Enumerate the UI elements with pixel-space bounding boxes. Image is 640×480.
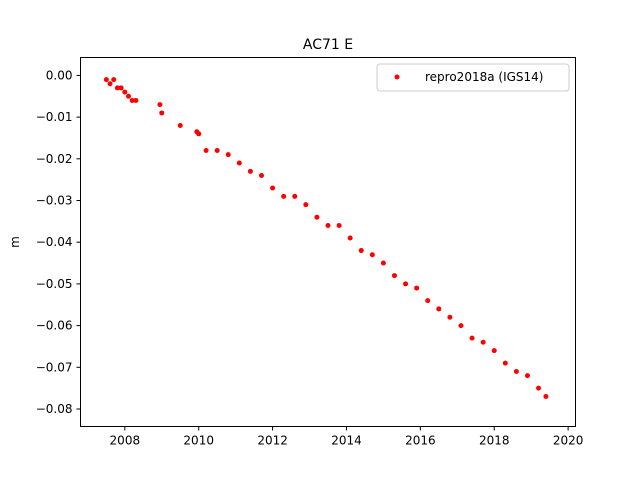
- data-point: [336, 223, 342, 229]
- data-point: [118, 85, 124, 91]
- data-point: [403, 281, 409, 287]
- data-point: [425, 298, 431, 304]
- y-tick-label: −0.04: [36, 235, 73, 249]
- data-point: [380, 260, 386, 266]
- data-point: [157, 102, 163, 108]
- x-tick-label: 2016: [405, 434, 436, 448]
- data-point: [458, 323, 464, 329]
- data-point: [502, 360, 508, 366]
- data-point: [114, 85, 120, 91]
- legend: repro2018a (IGS14): [376, 63, 570, 92]
- x-tick-label: 2014: [331, 434, 362, 448]
- y-tick-label: −0.02: [36, 152, 73, 166]
- y-tick-label: −0.05: [36, 277, 73, 291]
- data-point: [491, 348, 497, 354]
- x-axis: 2008 2010 2012 2014 2016 2018 2020: [110, 426, 584, 448]
- data-point: [325, 223, 331, 229]
- data-point: [391, 273, 397, 279]
- data-point: [281, 193, 287, 199]
- data-point: [524, 373, 530, 379]
- data-point: [133, 97, 139, 103]
- legend-marker: [394, 74, 400, 80]
- data-point: [469, 335, 475, 341]
- data-point: [292, 193, 298, 199]
- data-point: [259, 172, 265, 178]
- chart-title: AC71 E: [303, 37, 353, 53]
- legend-box: [376, 63, 570, 92]
- data-point: [159, 110, 165, 116]
- data-point: [314, 214, 320, 220]
- data-point: [358, 248, 364, 254]
- data-points: [103, 77, 549, 399]
- data-point: [214, 147, 220, 153]
- data-point: [369, 252, 375, 258]
- data-point: [126, 93, 132, 99]
- data-point: [247, 168, 253, 174]
- data-point: [303, 202, 309, 208]
- legend-label: repro2018a (IGS14): [425, 70, 543, 84]
- data-point: [203, 147, 209, 153]
- data-point: [225, 152, 231, 158]
- data-point: [107, 81, 113, 87]
- data-point: [129, 97, 135, 103]
- x-tick-label: 2008: [110, 434, 141, 448]
- data-point: [347, 235, 353, 241]
- y-tick-label: −0.07: [36, 360, 73, 374]
- plot-frame: [80, 57, 576, 427]
- data-point: [270, 185, 276, 191]
- data-point: [513, 368, 519, 374]
- data-point: [122, 89, 128, 95]
- y-tick-label: 0.00: [46, 68, 73, 82]
- y-tick-label: −0.06: [36, 319, 73, 333]
- y-axis-label: m: [8, 236, 22, 248]
- x-tick-label: 2012: [257, 434, 288, 448]
- y-tick-label: −0.03: [36, 194, 73, 208]
- data-point: [480, 339, 486, 345]
- data-point: [103, 77, 109, 83]
- x-tick-label: 2010: [183, 434, 214, 448]
- y-tick-label: −0.01: [36, 110, 73, 124]
- data-point: [196, 131, 202, 137]
- data-point: [447, 314, 453, 320]
- data-point: [543, 393, 549, 399]
- y-axis: 0.00 −0.01 −0.02 −0.03 −0.04 −0.05 −0.06 −0.07 −…: [36, 68, 81, 416]
- data-point: [177, 122, 183, 128]
- data-point: [236, 160, 242, 166]
- x-tick-label: 2018: [479, 434, 510, 448]
- y-tick-label: −0.08: [36, 402, 73, 416]
- data-point: [436, 306, 442, 312]
- data-point: [536, 385, 542, 391]
- data-point: [111, 77, 117, 83]
- x-tick-label: 2020: [553, 434, 584, 448]
- data-point: [414, 285, 420, 291]
